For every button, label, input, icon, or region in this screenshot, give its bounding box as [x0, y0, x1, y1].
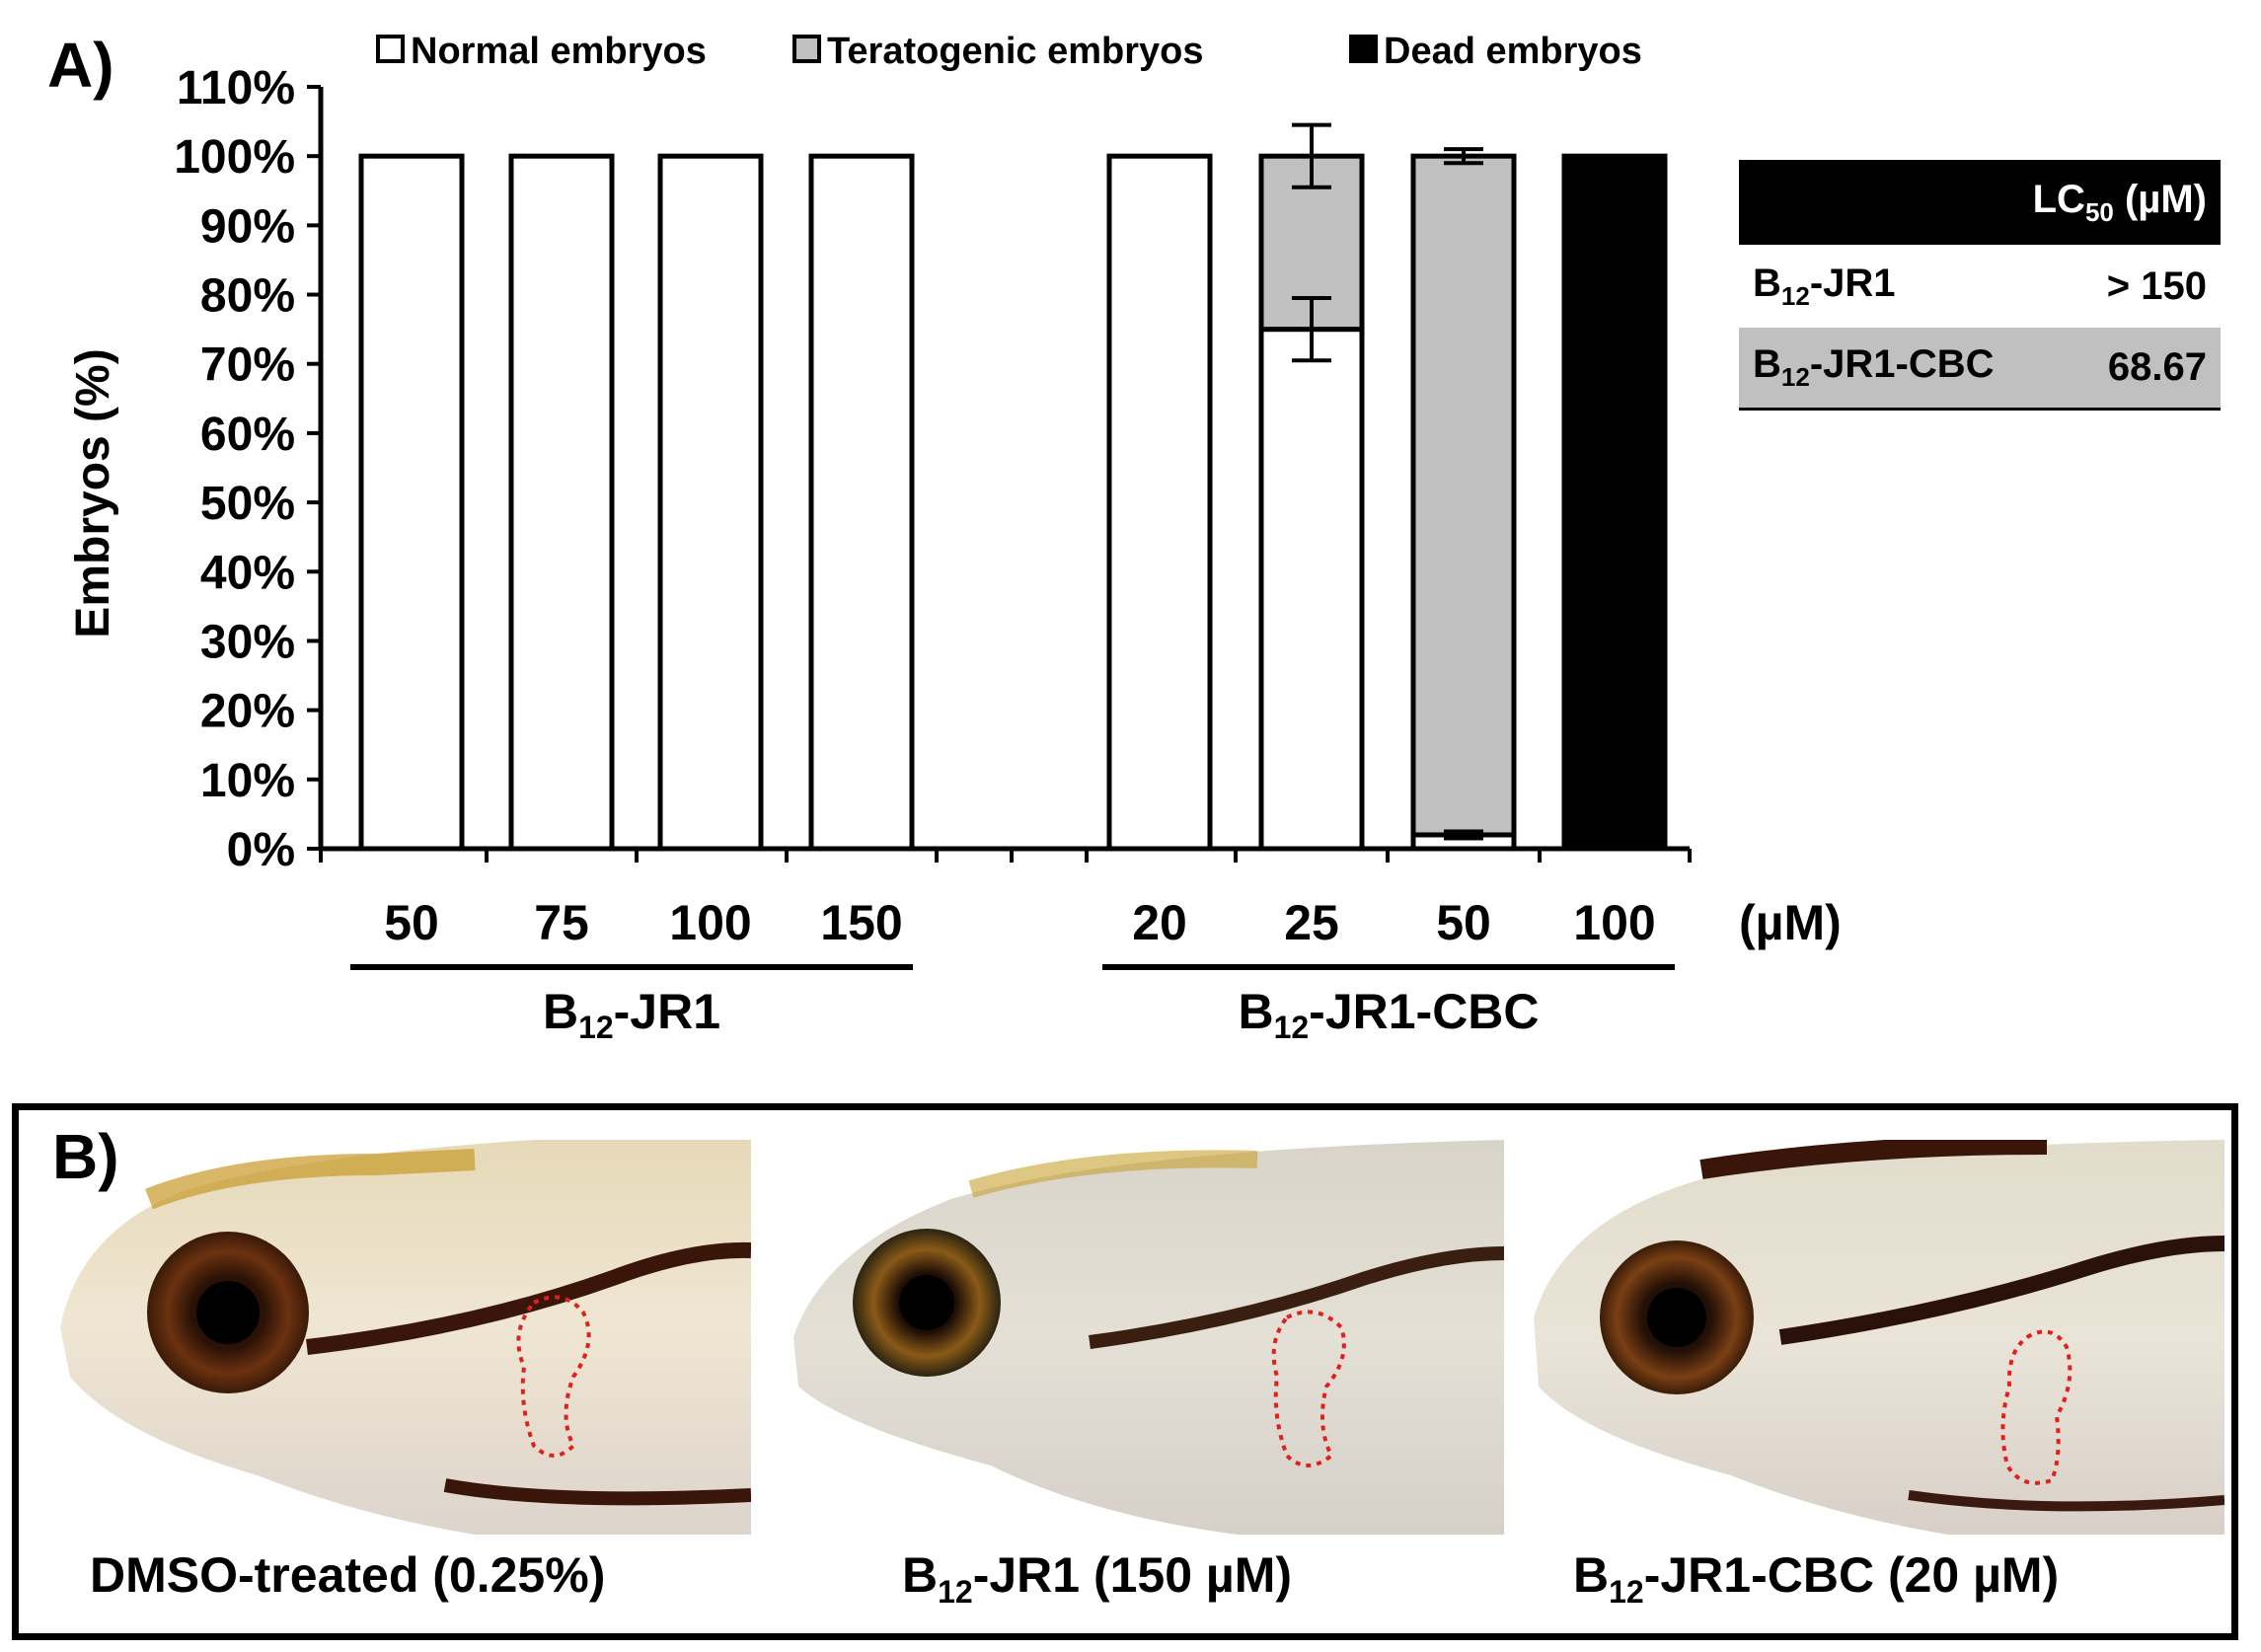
y-tick-label: 50% [200, 478, 295, 530]
y-tick-label: 100% [174, 131, 295, 184]
x-tick-label: 50 [384, 895, 439, 950]
legend-label-teratogenic: Teratogenic embryos [827, 31, 1204, 72]
legend-label-normal: Normal embryos [411, 31, 707, 72]
y-tick-label: 80% [200, 270, 295, 323]
bar-teratogenic [1410, 153, 1517, 838]
lc50-row: B12-JR1-CBC 68.67 [1739, 328, 2221, 411]
y-tick-label: 30% [200, 616, 295, 668]
x-tick-label: 20 [1132, 895, 1187, 950]
y-tick-label: 0% [227, 824, 295, 876]
y-tick-label: 70% [200, 339, 295, 392]
x-tick-label: 25 [1284, 895, 1339, 950]
lc50-header-text: LC50 (µM) [2032, 177, 2207, 227]
x-axis: 50 75 100 150 20 25 50 100 [319, 846, 1692, 950]
y-tick-label: 10% [200, 755, 295, 807]
y-tick-label: 90% [200, 200, 295, 253]
bar-normal [508, 153, 615, 852]
lc50-row-value: > 150 [2106, 263, 2207, 308]
group-label-b12-jr1-cbc: B12-JR1-CBC [1238, 984, 1539, 1045]
bar-normal [1106, 153, 1213, 852]
lc50-header: LC50 (µM) [1739, 160, 2221, 245]
embryo-photo-b12-jr1-cbc [1534, 1140, 2224, 1535]
y-tick-label: 60% [200, 409, 295, 461]
caption-b12-jr1-cbc: B12-JR1-CBC (20 µM) [1573, 1547, 2060, 1610]
panel-a-chart: A) Normal embryos Teratogenic embryos De… [47, 30, 1842, 1045]
error-bars [1292, 122, 1483, 841]
y-tick-label: 40% [200, 547, 295, 599]
panel-a-label: A) [47, 30, 114, 101]
y-axis-label: Embryos (%) [67, 348, 119, 638]
y-tick-label: 20% [200, 686, 295, 738]
y-tick-label: 110% [177, 62, 295, 114]
unit-label: (µM) [1739, 895, 1842, 950]
group-label-b12-jr1: B12-JR1 [543, 984, 720, 1045]
bar-normal [808, 153, 915, 852]
lc50-row-value: 68.67 [2107, 345, 2207, 389]
legend-swatch-teratogenic [792, 35, 821, 63]
lc50-table: LC50 (µM) B12-JR1 > 150 B12-JR1-CBC 68.6… [1739, 160, 2221, 411]
lc50-row-name: B12-JR1 [1753, 261, 1896, 311]
bar-normal [657, 153, 764, 852]
y-axis: 0% 10% 20% 30% 40% 50% 60% 70% 80% 90% 100% 110% [174, 62, 324, 876]
panel-b-label: B) [52, 1121, 119, 1192]
x-tick-label: 100 [1573, 895, 1655, 950]
legend-swatch-dead [1349, 35, 1378, 63]
legend-swatch-normal [376, 35, 405, 63]
bar-dead [1561, 153, 1668, 852]
caption-dmso: DMSO-treated (0.25%) [90, 1547, 606, 1603]
embryo-photo-b12-jr1 [793, 1140, 1504, 1535]
lc50-row: B12-JR1 > 150 [1739, 245, 2221, 328]
bar-normal [358, 153, 465, 852]
legend-label-dead: Dead embryos [1384, 31, 1642, 72]
bar-normal [1258, 327, 1365, 852]
x-tick-label: 100 [669, 895, 751, 950]
panel-b: B) [12, 1103, 2238, 1640]
x-tick-label: 150 [820, 895, 902, 950]
embryo-photo-dmso [60, 1140, 751, 1535]
legend: Normal embryos Teratogenic embryos Dead … [376, 31, 1642, 72]
x-tick-label: 50 [1436, 895, 1491, 950]
bars [358, 153, 1668, 852]
lc50-row-name: B12-JR1-CBC [1753, 342, 1995, 392]
x-tick-label: 75 [534, 895, 589, 950]
caption-b12-jr1: B12-JR1 (150 µM) [902, 1547, 1293, 1610]
